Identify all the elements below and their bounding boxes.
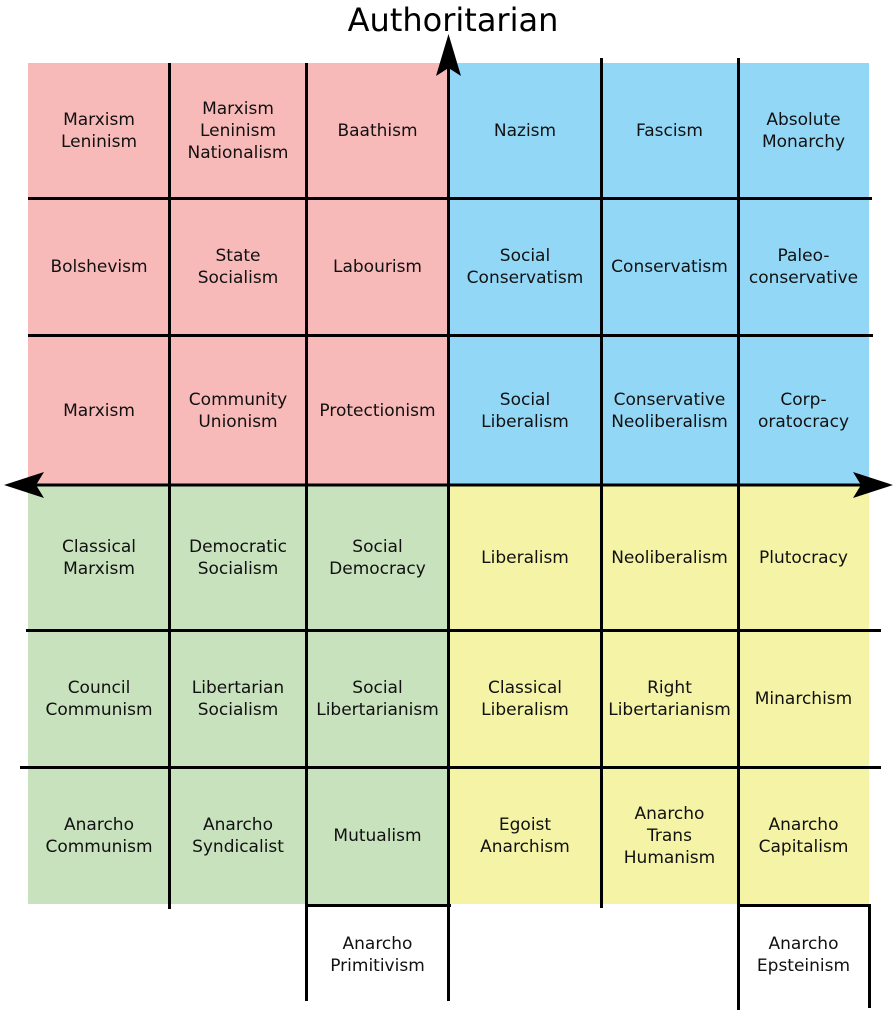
ideology-cell-auth-right: Nazism [493, 120, 557, 141]
quadrant-lib-right [449, 486, 869, 904]
ideology-cell-auth-right: Conservative Neoliberalism [611, 389, 728, 432]
ideology-cell-lib-right: Plutocracy [759, 548, 848, 568]
ideology-cell-lib-left: Anarcho Syndicalist [192, 814, 284, 857]
ideology-cell-lib-left: Council Communism [45, 677, 153, 720]
ideology-cell-auth-right: Absolute Monarchy [761, 109, 846, 152]
ideology-cell-auth-right: Fascism [636, 120, 703, 141]
ideology-cell-lib-left: Social Democracy [329, 537, 426, 579]
ideology-cell-auth-left: State Socialism [197, 245, 279, 288]
ideology-cell-lib-left: Libertarian Socialism [191, 677, 285, 720]
grid-line-horizontal [26, 629, 881, 632]
ideology-cell-extra: Anarcho Epsteinism [756, 934, 851, 976]
ideology-cell-lib-right: Anarcho Trans Humanism [623, 803, 716, 868]
grid-line-vertical [600, 58, 603, 908]
ideology-cell-lib-right: Liberalism [481, 548, 569, 568]
ideology-cell-lib-right: Classical Liberalism [481, 677, 569, 720]
grid-line-vertical [168, 63, 171, 909]
grid-line-horizontal [28, 334, 873, 337]
ideology-cell-lib-left: Mutualism [333, 825, 422, 846]
grid-line-horizontal [28, 197, 872, 200]
grid-line-horizontal [20, 766, 881, 769]
grid-line-horizontal [305, 904, 451, 907]
ideology-cell-lib-left: Democratic Socialism [189, 537, 287, 579]
ideology-cell-lib-right: Minarchism [754, 688, 853, 709]
ideology-cell-auth-right: Corp- oratocracy [757, 389, 850, 432]
ideology-cell-auth-right: Social Conservatism [466, 245, 584, 288]
ideology-cell-lib-left: Classical Marxism [62, 537, 136, 579]
grid-line-vertical [305, 63, 308, 1001]
ideology-cell-auth-right: Paleo- conservative [748, 245, 859, 288]
ideology-cell-auth-left: Marxism Leninism Nationalism [187, 98, 289, 163]
quadrant-auth-left [28, 63, 449, 486]
ideology-cell-auth-left: Baathism [337, 120, 418, 141]
ideology-cell-auth-left: Protectionism [319, 400, 436, 421]
ideology-cell-auth-left: Marxism Leninism [60, 109, 138, 152]
quadrant-lib-left [28, 486, 449, 904]
ideology-cell-lib-left: Anarcho Communism [45, 814, 153, 857]
grid-line-horizontal [737, 904, 871, 907]
ideology-cell-auth-right: Social Liberalism [481, 389, 569, 432]
grid-line-vertical [737, 58, 740, 1010]
ideology-cell-lib-right: Anarcho Capitalism [758, 814, 849, 857]
ideology-cell-auth-left: Bolshevism [50, 256, 148, 277]
ideology-cell-auth-left: Labourism [333, 256, 422, 277]
ideology-cell-auth-right: Conservatism [611, 256, 728, 277]
axis-label-authoritarian: Authoritarian [347, 1, 559, 39]
ideology-cell-lib-right: Neoliberalism [611, 548, 728, 568]
ideology-cell-lib-left: Social Libertarianism [316, 677, 439, 720]
ideology-cell-lib-right: Egoist Anarchism [480, 814, 570, 857]
ideology-cell-lib-right: Right Libertarianism [608, 677, 731, 720]
grid-line-vertical [868, 904, 871, 1008]
quadrant-auth-right [449, 63, 869, 486]
ideology-cell-auth-left: Marxism [63, 400, 135, 421]
ideology-cell-auth-left: Community Unionism [188, 389, 288, 432]
ideology-cell-extra: Anarcho Primitivism [330, 934, 425, 976]
